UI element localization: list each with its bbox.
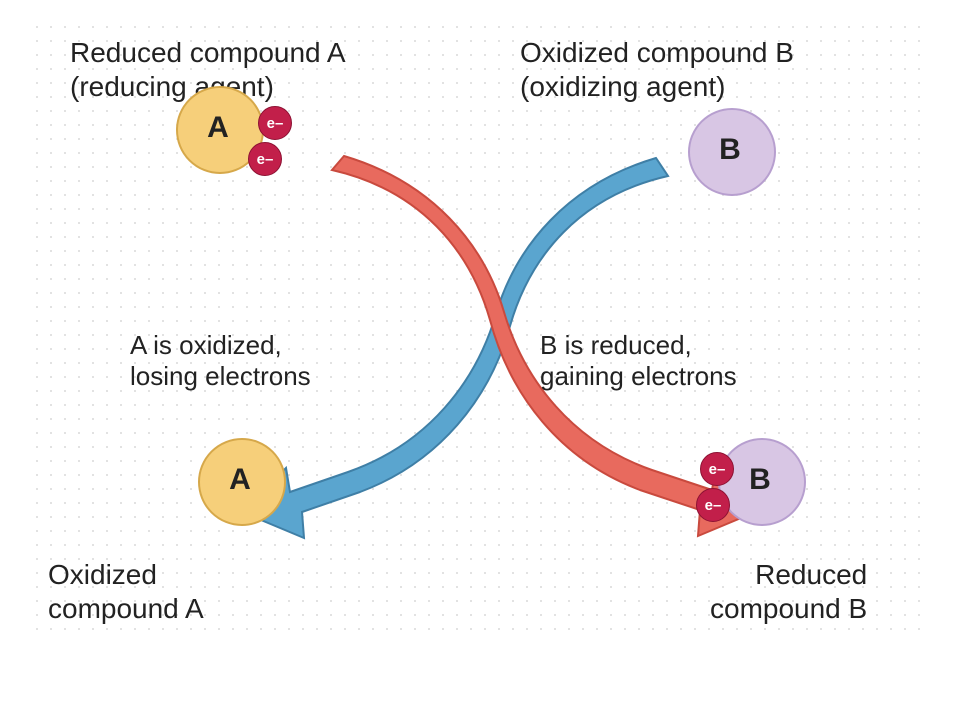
compound-letter: B	[718, 463, 802, 497]
electron-icon: e–	[258, 106, 292, 140]
label-mid-left: A is oxidized, losing electrons	[130, 330, 311, 392]
label-mid-right: B is reduced, gaining electrons	[540, 330, 737, 392]
compound-letter: B	[688, 133, 772, 167]
label-bottom-left: Oxidized compound A	[48, 558, 204, 625]
label-bottom-right: Reduced compound B	[710, 558, 867, 625]
electron-icon: e–	[248, 142, 282, 176]
compound-letter: A	[198, 463, 282, 497]
redox-diagram: Reduced compound A (reducing agent) Oxid…	[0, 0, 960, 720]
label-top-right: Oxidized compound B (oxidizing agent)	[520, 36, 794, 103]
compound-letter: A	[176, 111, 260, 145]
